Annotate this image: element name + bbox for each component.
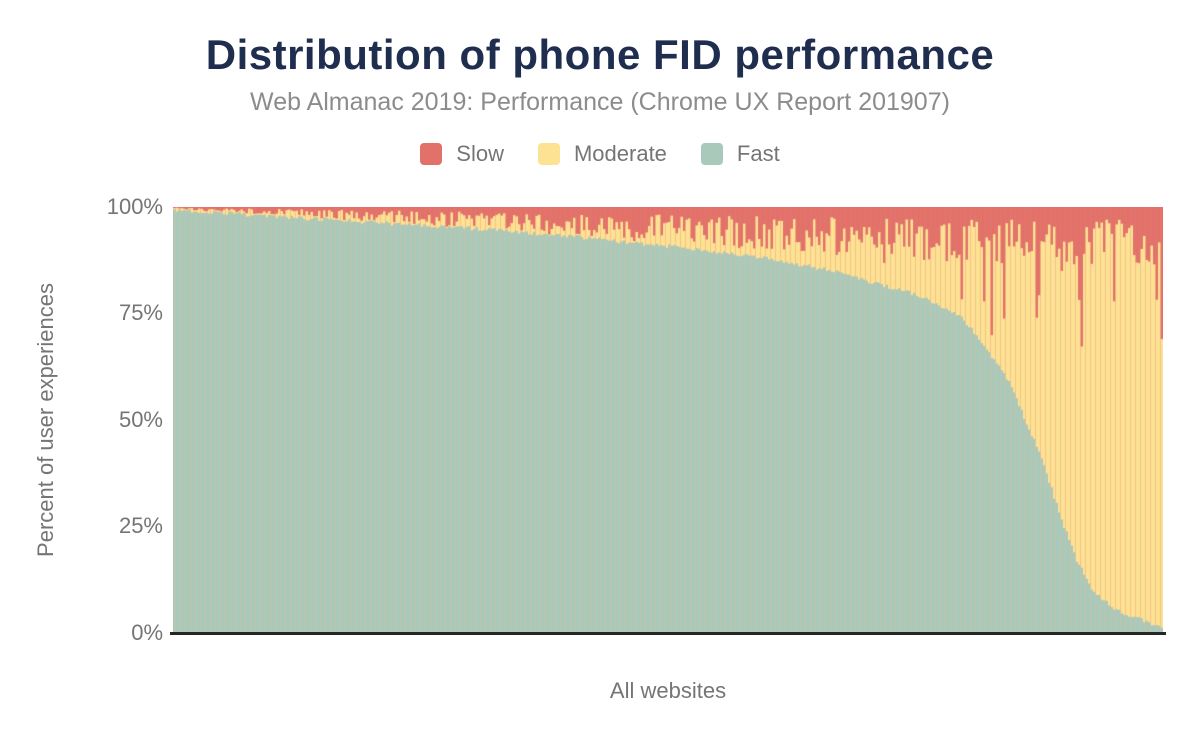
y-axis-title: Percent of user experiences [33,283,58,557]
y-tick-25: 25% [118,513,163,538]
slow-swatch-icon [420,143,443,166]
x-axis-title: All websites [609,678,727,703]
legend-item-slow: Slow [420,141,504,167]
y-tick-75: 75% [118,300,163,325]
legend-item-fast: Fast [700,141,780,167]
legend: Slow Moderate Fast [0,141,1200,167]
fast-swatch-icon [700,143,723,166]
y-tick-100: 100% [106,194,163,219]
moderate-swatch-icon [537,143,560,166]
x-axis-line [170,632,1166,635]
chart-title: Distribution of phone FID performance [205,31,995,78]
chart-subtitle: Web Almanac 2019: Performance (Chrome UX… [250,88,950,117]
legend-label-moderate: Moderate [573,141,667,167]
legend-label-fast: Fast [736,141,780,167]
y-tick-0: 0% [131,620,163,645]
y-tick-50: 50% [118,407,163,432]
legend-item-moderate: Moderate [537,141,667,167]
legend-label-slow: Slow [456,141,504,167]
stacked-bar-plot[interactable] [173,207,1163,633]
